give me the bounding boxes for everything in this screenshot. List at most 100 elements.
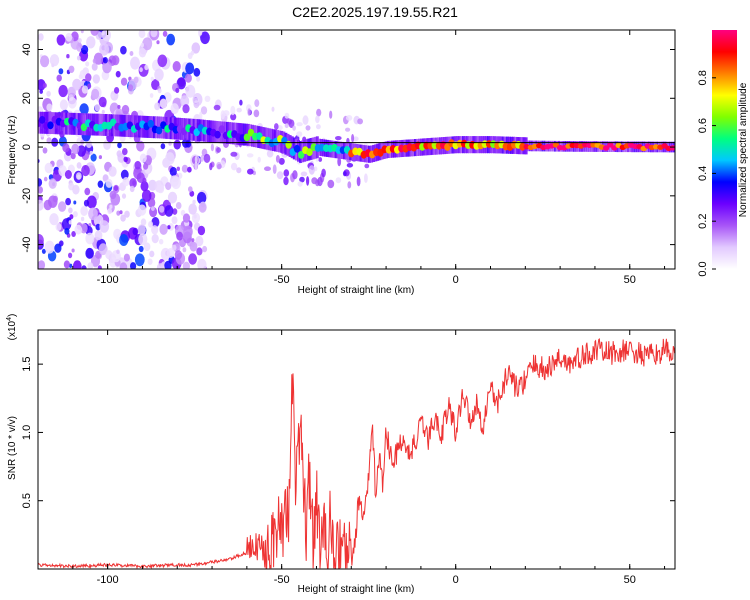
colorbar: 0.0 0.2 0.4 0.6 0.8 Normalized spectral ampl… xyxy=(697,30,749,277)
spectrogram-noise-blob xyxy=(85,140,93,148)
spectrogram-noise-blob xyxy=(98,155,102,160)
spectrogram-noise-blob xyxy=(143,163,149,170)
spectrogram-noise-blob xyxy=(139,67,143,73)
spectrogram-ridge-cell xyxy=(306,148,313,157)
spectrogram-noise-blob xyxy=(167,225,171,230)
spectrogram-noise-blob xyxy=(352,136,359,142)
spectrogram-noise-blob xyxy=(129,185,135,193)
spectrogram-noise-blob xyxy=(176,166,180,171)
spectrogram-noise-blob xyxy=(98,243,108,256)
spectrogram-noise-blob xyxy=(187,166,192,173)
spectrogram-noise-blob xyxy=(197,258,207,269)
spectrogram-noise-blob xyxy=(164,205,174,217)
snr-y-axis-label: SNR (10 * v/v) xyxy=(7,416,18,480)
spectrogram-noise-blob xyxy=(239,99,243,106)
spectrogram-noise-blob xyxy=(274,123,279,130)
spectrogram-noise-blob xyxy=(275,155,280,163)
spectrogram-noise-blob xyxy=(157,54,168,68)
spectrogram-noise-blob xyxy=(121,104,130,115)
spectrogram-noise-blob xyxy=(157,88,162,94)
spectrogram-noise-blob xyxy=(194,161,198,171)
snr-marks xyxy=(38,338,675,569)
spectrogram-noise-blob xyxy=(137,224,146,236)
spectrogram-noise-blob xyxy=(141,189,152,202)
spectrogram-noise-blob xyxy=(139,153,147,163)
spectrogram-noise-blob xyxy=(38,199,44,211)
spectrogram-noise-blob xyxy=(149,250,155,258)
spectrogram-noise-blob xyxy=(148,221,154,228)
spectrogram-noise-blob xyxy=(52,195,58,203)
spectrogram-noise-blob xyxy=(271,106,275,112)
spectrogram-noise-blob xyxy=(283,169,290,177)
spectrogram-noise-blob xyxy=(117,142,122,149)
spectrogram-noise-blob xyxy=(151,234,159,244)
spectrogram-noise-blob xyxy=(172,208,178,215)
spectrogram-noise-blob xyxy=(56,34,66,46)
spectrogram-noise-blob xyxy=(198,31,203,36)
spectrogram-noise-blob xyxy=(300,171,308,177)
spectrogram-noise-blob xyxy=(335,177,342,184)
snr-series-line xyxy=(38,338,675,569)
spectrogram-noise-blob xyxy=(196,247,203,256)
spectrogram-noise-blob xyxy=(200,31,210,45)
spectrogram-noise-blob xyxy=(156,40,160,45)
spectrogram-noise-blob xyxy=(176,231,184,241)
spectrogram-noise-blob xyxy=(174,250,183,260)
spectrogram-noise-blob xyxy=(357,118,363,125)
spectrogram-noise-blob xyxy=(80,206,88,216)
spectrogram-noise-blob xyxy=(316,108,322,117)
spectrogram-noise-blob xyxy=(74,224,83,235)
spectrogram-noise-blob xyxy=(94,230,103,241)
spectrogram-noise-blob xyxy=(68,207,73,214)
spectrogram-y-tick-label: -40 xyxy=(21,237,33,253)
spectrogram-noise-blob xyxy=(230,151,238,157)
spectrogram-noise-blob xyxy=(62,143,70,153)
spectrogram-noise-blob xyxy=(81,85,89,94)
spectrogram-noise-blob xyxy=(42,83,47,88)
spectrogram-noise-blob xyxy=(172,61,181,72)
spectrogram-noise-blob xyxy=(220,110,225,120)
spectrogram-noise-blob xyxy=(58,68,64,75)
spectrogram-ridge-cell xyxy=(39,116,46,124)
spectrogram-noise-blob xyxy=(184,73,192,83)
spectrogram-noise-blob xyxy=(198,202,207,213)
spectrogram-noise-blob xyxy=(136,140,145,152)
spectrogram-noise-blob xyxy=(297,181,303,187)
spectrogram-noise-blob xyxy=(38,178,43,187)
spectrogram-y-tick-label: 20 xyxy=(21,92,33,104)
spectrogram-noise-blob xyxy=(196,191,207,205)
spectrogram-noise-blob xyxy=(166,33,176,46)
spectrogram-noise-blob xyxy=(296,131,303,138)
spectrogram-noise-blob xyxy=(236,167,242,174)
spectrogram-noise-blob xyxy=(109,204,113,209)
spectrogram-noise-blob xyxy=(77,174,81,180)
spectrogram-noise-blob xyxy=(69,214,74,220)
colorbar-label: Normalized spectral amplitude xyxy=(738,82,749,217)
spectrogram-noise-blob xyxy=(168,141,172,146)
spectrogram-noise-blob xyxy=(64,227,70,235)
spectrogram-noise-blob xyxy=(138,30,146,39)
spectrogram-noise-blob xyxy=(84,187,91,196)
spectrogram-noise-blob xyxy=(335,136,342,141)
colorbar-tick-label: 0.6 xyxy=(697,118,709,133)
spectrogram-noise-blob xyxy=(140,218,147,226)
spectrogram-noise-blob xyxy=(97,180,104,188)
spectrogram-noise-blob xyxy=(70,152,76,160)
spectrogram-noise-blob xyxy=(81,45,89,55)
spectrogram-noise-blob xyxy=(73,260,82,269)
spectrogram-noise-blob xyxy=(101,109,105,114)
spectrogram-noise-blob xyxy=(114,87,120,94)
colorbar-tick-label: 0.0 xyxy=(697,261,709,276)
spectrogram-noise-blob xyxy=(306,176,310,186)
spectrogram-ridge-cell xyxy=(47,121,54,130)
spectrogram-noise-blob xyxy=(288,119,295,128)
spectrogram-noise-blob xyxy=(43,176,48,182)
spectrogram-noise-blob xyxy=(120,45,127,55)
spectrogram-noise-blob xyxy=(102,60,112,74)
spectrogram-noise-blob xyxy=(111,94,115,98)
spectrogram-noise-blob xyxy=(169,166,177,177)
spectrogram-noise-blob xyxy=(165,182,172,191)
spectrogram-noise-blob xyxy=(182,213,191,223)
spectrogram-noise-blob xyxy=(278,157,285,165)
spectrogram-noise-blob xyxy=(284,123,289,129)
